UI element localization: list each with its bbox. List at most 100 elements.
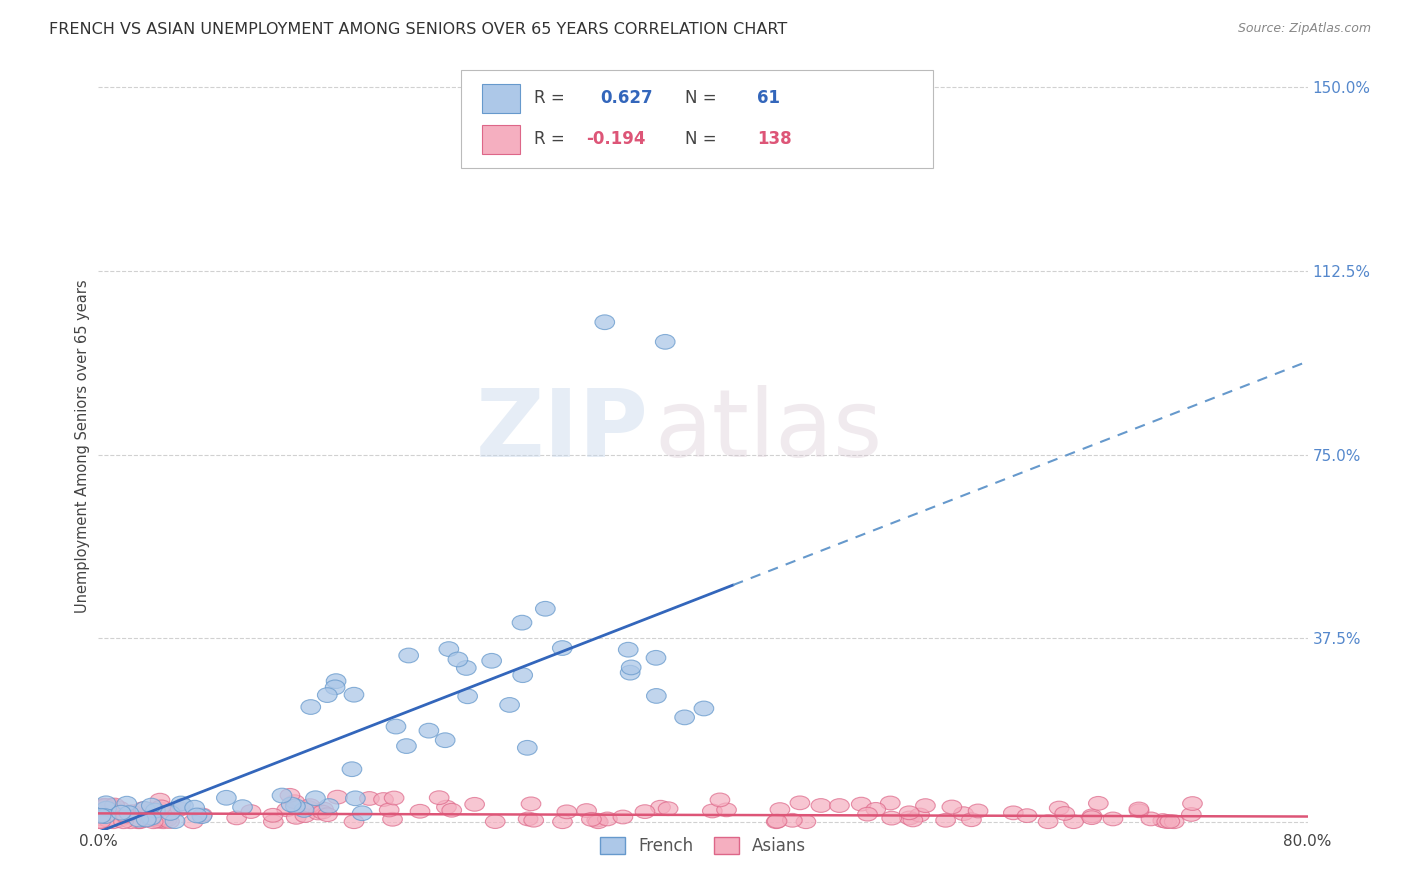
- Ellipse shape: [576, 804, 596, 817]
- Ellipse shape: [1153, 814, 1173, 828]
- Ellipse shape: [512, 615, 531, 630]
- Ellipse shape: [441, 804, 461, 817]
- FancyBboxPatch shape: [461, 70, 932, 169]
- Ellipse shape: [429, 791, 449, 805]
- Ellipse shape: [287, 811, 307, 824]
- Ellipse shape: [522, 797, 541, 811]
- Ellipse shape: [155, 805, 174, 819]
- Ellipse shape: [153, 815, 173, 829]
- Ellipse shape: [766, 815, 786, 829]
- Ellipse shape: [160, 814, 180, 829]
- Ellipse shape: [353, 805, 373, 821]
- Ellipse shape: [962, 813, 981, 827]
- Ellipse shape: [499, 698, 519, 713]
- Ellipse shape: [619, 642, 638, 657]
- Ellipse shape: [240, 805, 260, 818]
- Ellipse shape: [858, 807, 877, 821]
- Ellipse shape: [1088, 797, 1108, 810]
- Ellipse shape: [524, 814, 544, 827]
- Ellipse shape: [399, 648, 419, 663]
- Ellipse shape: [588, 815, 607, 829]
- Ellipse shape: [157, 813, 177, 827]
- Ellipse shape: [326, 673, 346, 689]
- Ellipse shape: [1164, 815, 1184, 829]
- Ellipse shape: [1104, 812, 1123, 826]
- Ellipse shape: [1054, 806, 1074, 821]
- Ellipse shape: [387, 719, 406, 734]
- Ellipse shape: [866, 803, 886, 816]
- Ellipse shape: [768, 814, 787, 828]
- Ellipse shape: [915, 798, 935, 813]
- Ellipse shape: [1038, 815, 1057, 829]
- Ellipse shape: [1129, 802, 1149, 816]
- Ellipse shape: [1157, 814, 1177, 829]
- Ellipse shape: [695, 701, 714, 715]
- Ellipse shape: [595, 315, 614, 329]
- Ellipse shape: [120, 805, 139, 821]
- Ellipse shape: [900, 806, 920, 820]
- Ellipse shape: [675, 710, 695, 724]
- Ellipse shape: [101, 806, 121, 821]
- Ellipse shape: [98, 803, 118, 816]
- Ellipse shape: [149, 812, 169, 826]
- Ellipse shape: [903, 814, 922, 827]
- Ellipse shape: [1181, 807, 1201, 822]
- Ellipse shape: [110, 814, 129, 827]
- Ellipse shape: [613, 810, 633, 824]
- Ellipse shape: [121, 815, 141, 829]
- Ellipse shape: [1017, 809, 1036, 822]
- Ellipse shape: [517, 740, 537, 756]
- Ellipse shape: [382, 813, 402, 826]
- Ellipse shape: [621, 660, 641, 674]
- Text: atlas: atlas: [655, 384, 883, 476]
- Ellipse shape: [94, 798, 114, 812]
- Ellipse shape: [449, 652, 468, 667]
- Ellipse shape: [162, 805, 181, 818]
- Ellipse shape: [122, 805, 142, 819]
- Ellipse shape: [135, 802, 155, 816]
- Text: 0.627: 0.627: [600, 89, 652, 108]
- Ellipse shape: [586, 814, 606, 827]
- Ellipse shape: [129, 813, 149, 827]
- Ellipse shape: [783, 814, 803, 827]
- Ellipse shape: [811, 798, 831, 813]
- Ellipse shape: [325, 680, 344, 695]
- Ellipse shape: [830, 798, 849, 813]
- Ellipse shape: [953, 806, 973, 821]
- Ellipse shape: [328, 790, 347, 804]
- Ellipse shape: [110, 801, 129, 815]
- Text: ZIP: ZIP: [475, 384, 648, 476]
- Ellipse shape: [105, 798, 124, 812]
- Text: 61: 61: [758, 89, 780, 108]
- Ellipse shape: [101, 799, 121, 813]
- Text: FRENCH VS ASIAN UNEMPLOYMENT AMONG SENIORS OVER 65 YEARS CORRELATION CHART: FRENCH VS ASIAN UNEMPLOYMENT AMONG SENIO…: [49, 22, 787, 37]
- Text: R =: R =: [534, 130, 569, 148]
- Ellipse shape: [582, 813, 602, 826]
- Ellipse shape: [165, 814, 184, 829]
- Ellipse shape: [142, 810, 162, 825]
- Ellipse shape: [312, 805, 332, 819]
- Ellipse shape: [346, 791, 366, 805]
- Ellipse shape: [308, 806, 328, 820]
- Ellipse shape: [519, 812, 538, 826]
- Ellipse shape: [318, 808, 337, 822]
- Ellipse shape: [314, 802, 333, 816]
- Ellipse shape: [280, 789, 299, 802]
- Ellipse shape: [134, 802, 153, 815]
- Ellipse shape: [374, 793, 394, 806]
- Ellipse shape: [1083, 811, 1101, 824]
- Ellipse shape: [305, 791, 325, 805]
- Ellipse shape: [380, 803, 399, 817]
- Ellipse shape: [96, 796, 115, 811]
- Ellipse shape: [636, 805, 655, 819]
- Ellipse shape: [115, 809, 135, 823]
- Ellipse shape: [942, 800, 962, 814]
- Ellipse shape: [342, 762, 361, 777]
- Ellipse shape: [96, 799, 115, 813]
- Legend: French, Asians: French, Asians: [592, 829, 814, 863]
- Ellipse shape: [880, 797, 900, 810]
- Ellipse shape: [436, 733, 456, 747]
- Ellipse shape: [301, 699, 321, 714]
- Ellipse shape: [790, 796, 810, 810]
- Ellipse shape: [1004, 806, 1024, 820]
